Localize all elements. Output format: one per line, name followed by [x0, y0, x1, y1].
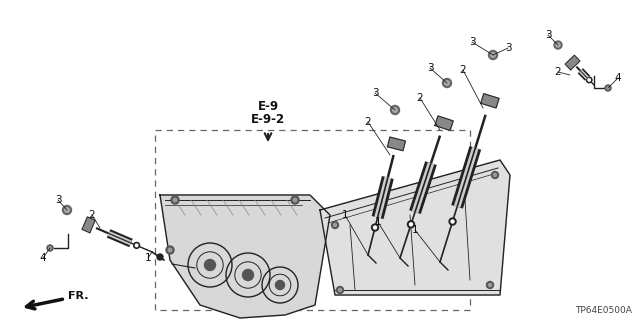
Circle shape [372, 224, 378, 231]
Polygon shape [565, 55, 580, 70]
Polygon shape [435, 116, 453, 131]
Circle shape [486, 282, 493, 289]
Circle shape [445, 81, 449, 85]
Polygon shape [160, 195, 330, 318]
Circle shape [442, 78, 451, 87]
Text: 2: 2 [89, 210, 95, 220]
Circle shape [451, 220, 454, 223]
Circle shape [173, 198, 177, 202]
Circle shape [492, 172, 499, 179]
Circle shape [134, 243, 140, 248]
Circle shape [291, 196, 299, 204]
Text: 3: 3 [545, 30, 551, 40]
Circle shape [135, 244, 138, 247]
Text: FR.: FR. [26, 291, 88, 309]
Text: 3: 3 [372, 88, 378, 98]
Circle shape [275, 281, 285, 290]
Circle shape [556, 43, 560, 47]
Circle shape [65, 208, 69, 212]
Circle shape [205, 260, 216, 270]
Circle shape [166, 246, 174, 254]
Text: 3: 3 [468, 37, 476, 47]
Text: 2: 2 [417, 93, 423, 103]
Text: 1: 1 [145, 253, 151, 263]
Text: 1: 1 [374, 217, 381, 227]
Circle shape [605, 85, 611, 91]
Circle shape [488, 284, 492, 287]
Text: E-9-2: E-9-2 [251, 113, 285, 125]
Circle shape [339, 288, 342, 292]
Circle shape [586, 77, 592, 83]
Circle shape [49, 247, 51, 249]
Circle shape [157, 254, 163, 260]
Text: 4: 4 [614, 73, 621, 83]
Circle shape [293, 198, 297, 202]
Text: 1: 1 [342, 210, 348, 220]
Circle shape [607, 87, 609, 89]
Polygon shape [320, 160, 510, 295]
Polygon shape [481, 94, 499, 108]
Circle shape [332, 221, 339, 228]
Circle shape [374, 226, 376, 229]
Text: 4: 4 [40, 253, 46, 263]
Circle shape [333, 223, 337, 227]
Circle shape [491, 53, 495, 57]
Circle shape [410, 223, 413, 226]
Text: 3: 3 [54, 195, 61, 205]
Polygon shape [82, 217, 95, 233]
Circle shape [171, 196, 179, 204]
Bar [155, 130, 470, 310]
Circle shape [588, 79, 590, 81]
Circle shape [243, 269, 253, 281]
Circle shape [449, 218, 456, 225]
Circle shape [488, 51, 497, 60]
Text: 2: 2 [365, 117, 371, 127]
Text: E-9: E-9 [257, 100, 278, 113]
Circle shape [63, 205, 72, 214]
Text: 2: 2 [555, 67, 561, 77]
Text: 3: 3 [505, 43, 511, 53]
Circle shape [47, 245, 53, 251]
Text: 3: 3 [427, 63, 433, 73]
Circle shape [493, 173, 497, 177]
Circle shape [390, 106, 399, 115]
Text: 2: 2 [460, 65, 467, 75]
Text: TP64E0500A: TP64E0500A [575, 306, 632, 315]
Text: 1: 1 [412, 225, 419, 235]
Circle shape [168, 248, 172, 252]
Circle shape [408, 221, 415, 228]
Circle shape [337, 286, 344, 293]
Circle shape [393, 108, 397, 112]
Polygon shape [387, 137, 405, 151]
Circle shape [554, 41, 562, 49]
